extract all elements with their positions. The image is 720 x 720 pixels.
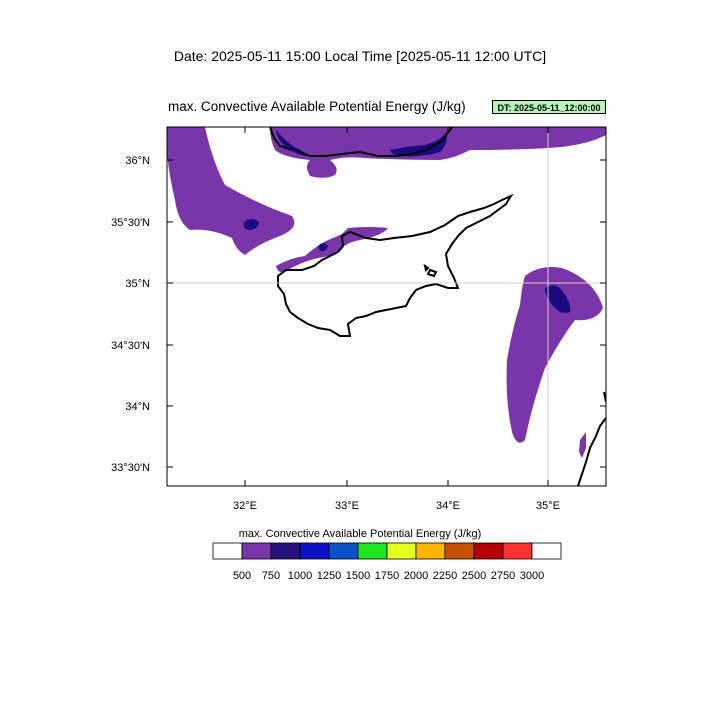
map-title: max. Convective Available Potential Ener… (168, 99, 466, 114)
lat-label-35n: 35°N (125, 278, 150, 290)
lon-labels: 32°E 33°E 34°E 35°E (233, 500, 560, 512)
colorbar-level-label: 1000 (288, 570, 312, 582)
turkey-coastline-west (269, 127, 293, 151)
lat-ticks (167, 159, 606, 468)
colorbar-level-label: 2000 (404, 570, 428, 582)
colorbar-swatch (357, 542, 388, 560)
lat-label-35-30n: 35°30'N (111, 217, 150, 229)
colorbar-level-label: 1250 (317, 570, 341, 582)
cape-core-kyrenia (318, 243, 328, 252)
map-frame (166, 126, 607, 487)
turkey-coastline (295, 127, 453, 157)
colorbar-swatch (473, 542, 504, 560)
colorbar (212, 542, 562, 560)
colorbar-level-label: 1750 (375, 570, 399, 582)
cape-core-east (545, 285, 571, 313)
islet-east (426, 268, 438, 278)
cape-region-kyrenia (276, 227, 388, 273)
colorbar-swatch (386, 542, 417, 560)
cape-region-west (167, 127, 295, 255)
colorbar-swatch (502, 542, 533, 560)
colorbar-swatch (212, 542, 243, 560)
colorbar-level-label: 1500 (346, 570, 370, 582)
lon-ticks (244, 127, 549, 486)
lon-label-32e: 32°E (233, 500, 257, 512)
lon-label-33e: 33°E (335, 500, 359, 512)
cape-core-west (243, 219, 259, 230)
colorbar-swatch (299, 542, 330, 560)
islet-north (423, 263, 430, 272)
colorbar-swatch (415, 542, 446, 560)
date-line: Date: 2025-05-11 15:00 Local Time [2025-… (173, 48, 547, 64)
colorbar-swatch (270, 542, 301, 560)
coastlines (269, 127, 606, 486)
lat-label-34-30n: 34°30'N (111, 340, 150, 352)
datetime-badge: DT: 2025-05-11_12:00:00 (492, 100, 606, 114)
colorbar-level-label: 2250 (433, 570, 457, 582)
levant-coastline (577, 417, 606, 486)
lat-label-33-30n: 33°30'N (111, 462, 150, 474)
colorbar-level-label: 3000 (520, 570, 544, 582)
cape-core-north (276, 130, 448, 157)
colorbar-labels: 500 750 1000 1250 1500 1750 2000 2250 2500 2750 30… (233, 570, 544, 582)
colorbar-swatch (531, 542, 562, 560)
cape-region-southeast (579, 432, 586, 458)
cyprus-coastline (277, 193, 514, 337)
lat-label-34n: 34°N (125, 401, 150, 413)
colorbar-swatch (241, 542, 272, 560)
lon-label-35e: 35°E (536, 500, 560, 512)
colorbar-level-label: 2750 (491, 570, 515, 582)
cape-region-east (506, 267, 603, 443)
colorbar-level-label: 750 (262, 570, 280, 582)
lon-label-34e: 34°E (436, 500, 460, 512)
colorbar-swatch (444, 542, 475, 560)
lat-labels: 36°N 35°30'N 35°N 34°30'N 34°N 33°30'N (111, 155, 150, 474)
cape-field (167, 127, 606, 458)
colorbar-swatch (328, 542, 359, 560)
lat-label-36n: 36°N (125, 155, 150, 167)
colorbar-level-label: 2500 (462, 570, 486, 582)
colorbar-level-label: 500 (233, 570, 251, 582)
graticule (167, 127, 606, 486)
colorbar-title: max. Convective Available Potential Ener… (238, 528, 482, 540)
